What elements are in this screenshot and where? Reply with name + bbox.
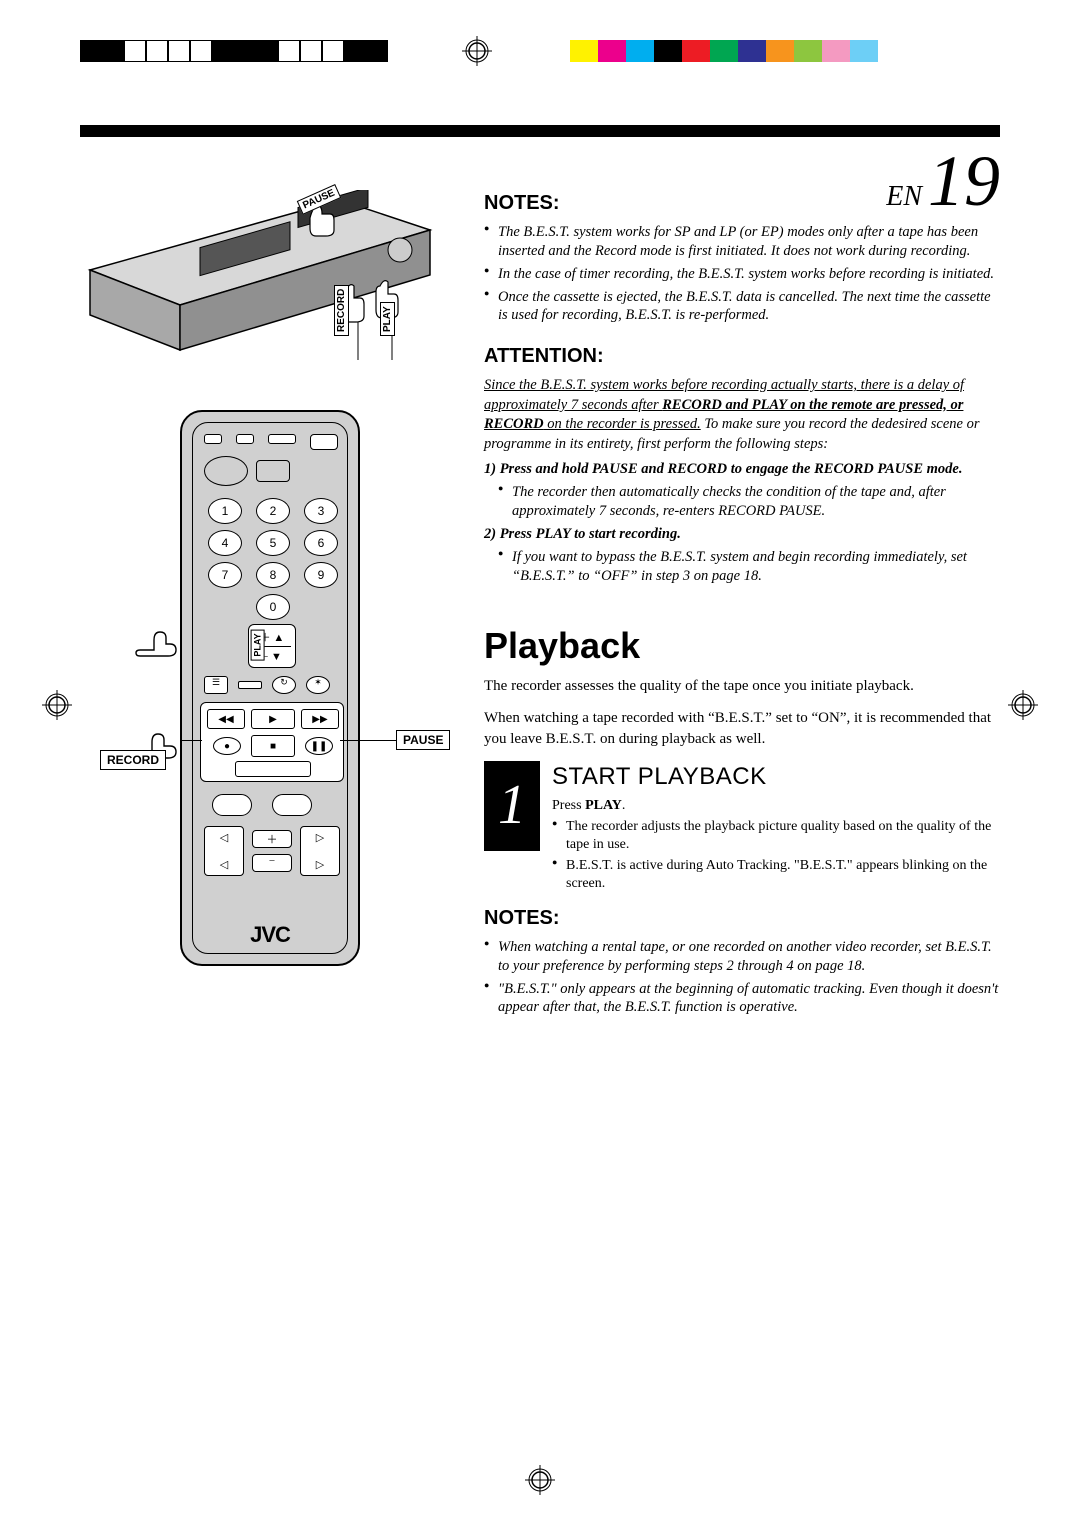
page-content: PAUSE RECORD PLAY 123 456 789 bbox=[80, 190, 1000, 1021]
step-press-line: Press PLAY. bbox=[552, 797, 1000, 816]
brand-logo: JVC bbox=[182, 922, 358, 948]
vcr-illustration: PAUSE RECORD PLAY bbox=[80, 190, 440, 370]
playback-p1: The recorder assesses the quality of the… bbox=[484, 676, 1000, 696]
attention-step-1: 1) Press and hold PAUSE and RECORD to en… bbox=[484, 460, 1000, 479]
remote-illustration: 123 456 789 0 ＋ ▲ − ▼ PLAY ☰ ↻ ✶ bbox=[80, 410, 460, 1010]
step-bullets: The recorder adjusts the playback pictur… bbox=[552, 818, 1000, 893]
step-block: 1 START PLAYBACK Press PLAY. The recorde… bbox=[484, 761, 1000, 895]
registration-mark-icon bbox=[1008, 690, 1038, 720]
attention-step-2-bullet: If you want to bypass the B.E.S.T. syste… bbox=[498, 548, 1000, 586]
illustration-column: PAUSE RECORD PLAY 123 456 789 bbox=[80, 190, 460, 1021]
step-bullet: The recorder adjusts the playback pictur… bbox=[552, 818, 1000, 854]
color-bars bbox=[570, 40, 878, 62]
attention-body: Since the B.E.S.T. system works before r… bbox=[484, 376, 1000, 585]
remote-play-vertical-label: PLAY bbox=[251, 629, 265, 660]
pointing-hand-icon bbox=[130, 626, 190, 671]
attention-step-2: 2) Press PLAY to start recording. bbox=[484, 525, 1000, 544]
playback-p2: When watching a tape recorded with “B.E.… bbox=[484, 708, 1000, 749]
notes-list-1: The B.E.S.T. system works for SP and LP … bbox=[484, 223, 1000, 325]
step-bullet: B.E.S.T. is active during Auto Tracking.… bbox=[552, 857, 1000, 893]
attention-step-1-bullet: The recorder then automatically checks t… bbox=[498, 483, 1000, 521]
note-item: When watching a rental tape, or one reco… bbox=[484, 938, 1000, 976]
attention-heading: ATTENTION: bbox=[484, 343, 1000, 370]
vcr-record-label: RECORD bbox=[334, 285, 349, 336]
note-item: "B.E.S.T." only appears at the beginning… bbox=[484, 980, 1000, 1018]
step-title: START PLAYBACK bbox=[552, 761, 1000, 793]
registration-mark-icon bbox=[525, 1465, 555, 1495]
note-item: In the case of timer recording, the B.E.… bbox=[484, 265, 1000, 284]
remote-body: 123 456 789 0 ＋ ▲ − ▼ PLAY ☰ ↻ ✶ bbox=[180, 410, 360, 966]
attention-intro-2: on the recorder is pressed. bbox=[544, 416, 701, 432]
note-item: Once the cassette is ejected, the B.E.S.… bbox=[484, 288, 1000, 326]
header-divider bbox=[80, 125, 1000, 137]
note-item: The B.E.S.T. system works for SP and LP … bbox=[484, 223, 1000, 261]
vcr-play-label: PLAY bbox=[380, 302, 395, 336]
remote-record-label: RECORD bbox=[100, 750, 166, 770]
step-number: 1 bbox=[484, 761, 540, 851]
print-density-marks bbox=[80, 40, 388, 62]
step-content: START PLAYBACK Press PLAY. The recorder … bbox=[552, 761, 1000, 895]
notes-list-2: When watching a rental tape, or one reco… bbox=[484, 938, 1000, 1017]
playback-heading: Playback bbox=[484, 622, 1000, 671]
text-column: NOTES: The B.E.S.T. system works for SP … bbox=[484, 190, 1000, 1021]
notes-heading: NOTES: bbox=[484, 190, 1000, 217]
remote-pause-label: PAUSE bbox=[396, 730, 450, 750]
notes-heading-2: NOTES: bbox=[484, 905, 1000, 932]
registration-mark-icon bbox=[42, 690, 72, 720]
registration-mark-icon bbox=[462, 36, 492, 66]
